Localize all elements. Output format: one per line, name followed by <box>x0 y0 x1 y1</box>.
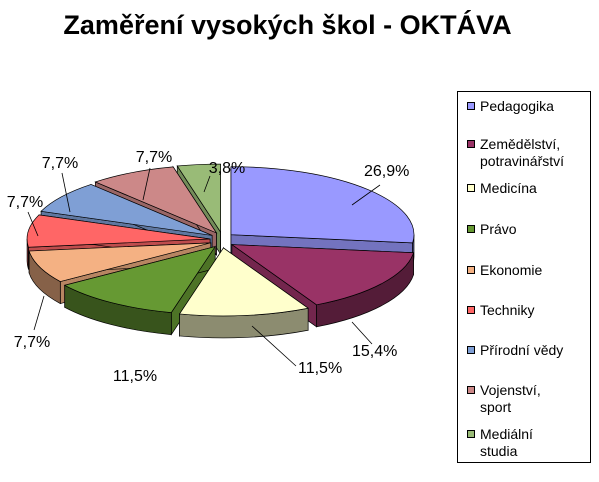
legend-label-line: potravinářství <box>480 153 565 169</box>
legend-label: Techniky <box>480 302 592 319</box>
legend-label: Právo <box>480 221 592 238</box>
legend-label-line: Pedagogika <box>480 98 554 114</box>
legend-label-line: Vojenství, <box>480 382 541 398</box>
leader-line-5 <box>33 295 45 331</box>
legend-label-line: Techniky <box>480 302 535 318</box>
leader-line-6 <box>27 211 39 237</box>
legend-swatch <box>467 346 475 354</box>
data-label-1: 26,9% <box>364 163 409 180</box>
legend-label: Přírodní vědy <box>480 342 592 359</box>
legend-label: Vojenství, sport <box>480 382 592 416</box>
data-label-7: 7,7% <box>42 155 78 172</box>
leader-line-8 <box>142 167 151 201</box>
data-label-6: 7,7% <box>7 194 43 211</box>
leader-line-1 <box>351 184 381 206</box>
legend-label-line: Právo <box>480 221 517 237</box>
legend-label: Medicína <box>480 180 592 197</box>
legend-label-line: Medicína <box>480 180 537 196</box>
legend-label-line: Mediální <box>480 426 533 442</box>
leader-line-2 <box>351 321 373 345</box>
chart-title: Zaměření vysokých škol - OKTÁVA <box>63 10 512 40</box>
data-label-9: 3,8% <box>209 160 245 177</box>
chart-legend: Pedagogika Zemědělství, potravinářství Medi… <box>457 91 591 463</box>
pie-slice-3 <box>178 246 309 339</box>
leader-line-9 <box>203 175 211 193</box>
leader-line-3 <box>251 325 297 367</box>
legend-label-line: Ekonomie <box>480 262 543 278</box>
data-label-5: 7,7% <box>14 334 50 351</box>
legend-swatch <box>467 140 475 148</box>
legend-swatch <box>467 102 475 110</box>
legend-swatch <box>467 430 475 438</box>
legend-label-line: sport <box>480 399 512 415</box>
legend-swatch <box>467 225 475 233</box>
legend-swatch <box>467 306 475 314</box>
legend-swatch <box>467 386 475 394</box>
data-label-3: 11,5% <box>298 360 342 377</box>
legend-swatch <box>467 266 475 274</box>
legend-label: Ekonomie <box>480 262 592 279</box>
legend-label: Zemědělství, potravinářství <box>480 136 592 170</box>
data-label-8: 7,7% <box>136 149 172 166</box>
legend-label: Mediální studia <box>480 426 592 460</box>
legend-label-line: studia <box>480 443 518 459</box>
legend-label-line: Přírodní vědy <box>480 342 564 358</box>
legend-label-line: Zemědělství, <box>480 136 561 152</box>
leader-line-7 <box>61 172 71 213</box>
data-label-4: 11,5% <box>113 368 157 385</box>
legend-swatch <box>467 184 475 192</box>
legend-label: Pedagogika <box>480 98 592 115</box>
data-label-2: 15,4% <box>352 343 397 360</box>
